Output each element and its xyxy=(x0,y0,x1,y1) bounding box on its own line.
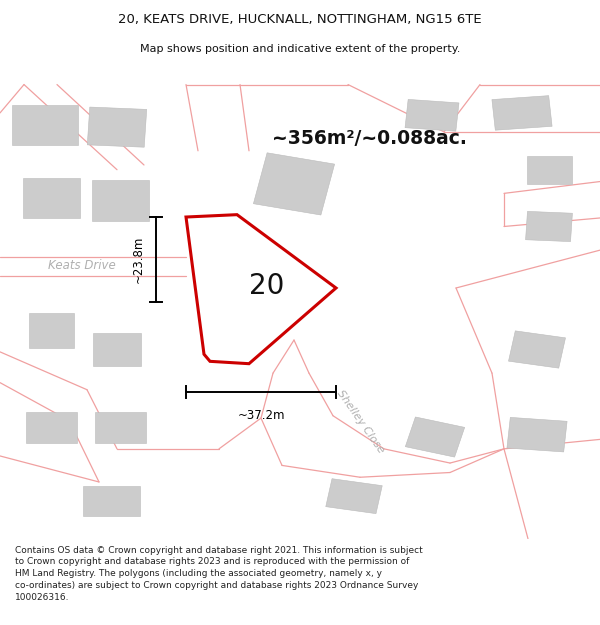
Text: Map shows position and indicative extent of the property.: Map shows position and indicative extent… xyxy=(140,44,460,54)
Bar xyxy=(83,486,139,516)
Bar xyxy=(406,417,464,457)
Bar xyxy=(12,104,78,145)
Bar xyxy=(527,156,571,184)
Bar xyxy=(507,418,567,452)
Bar xyxy=(405,99,459,131)
Text: Shelley Close: Shelley Close xyxy=(335,388,385,455)
Text: ~37.2m: ~37.2m xyxy=(237,409,285,422)
Bar xyxy=(492,96,552,130)
Text: Contains OS data © Crown copyright and database right 2021. This information is : Contains OS data © Crown copyright and d… xyxy=(15,546,423,602)
Polygon shape xyxy=(186,214,336,364)
Bar xyxy=(95,412,146,443)
Bar xyxy=(23,178,79,218)
Bar xyxy=(92,181,149,221)
Text: 20, KEATS DRIVE, HUCKNALL, NOTTINGHAM, NG15 6TE: 20, KEATS DRIVE, HUCKNALL, NOTTINGHAM, N… xyxy=(118,13,482,26)
Text: ~356m²/~0.088ac.: ~356m²/~0.088ac. xyxy=(272,129,466,149)
Bar xyxy=(526,211,572,242)
Bar xyxy=(26,412,77,443)
Text: Keats Drive: Keats Drive xyxy=(48,259,116,272)
Bar xyxy=(29,313,74,348)
Bar xyxy=(326,479,382,514)
Text: 20: 20 xyxy=(250,272,284,299)
Bar xyxy=(93,333,141,366)
Bar xyxy=(87,107,147,148)
Text: ~23.8m: ~23.8m xyxy=(131,236,145,283)
Bar xyxy=(509,331,565,368)
Bar xyxy=(253,152,335,215)
